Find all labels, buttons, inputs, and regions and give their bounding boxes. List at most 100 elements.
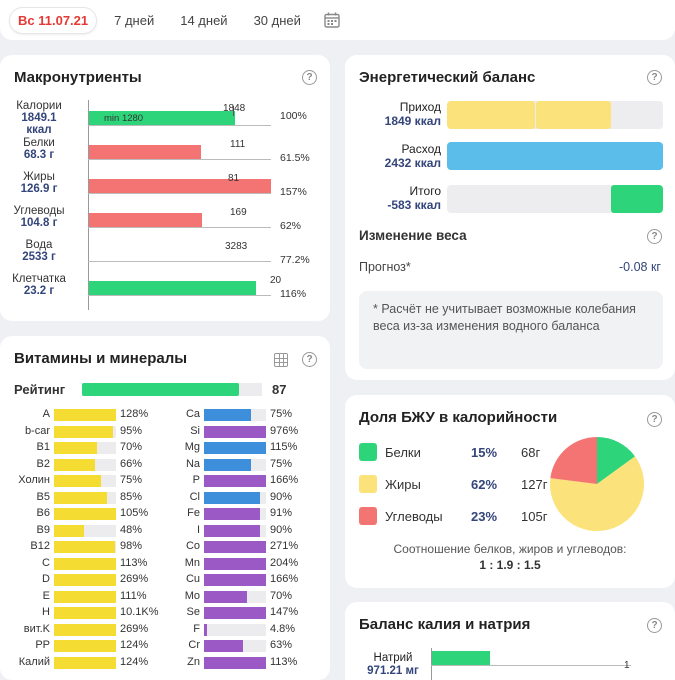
nutrient-percent: 115% [270,441,298,453]
nutrient-track [204,656,266,669]
nutrient-row: вит.K 269% [10,623,160,639]
macro-percent: 100% [280,110,307,122]
nutrient-percent: 10.1K% [120,606,159,618]
nutrient-name: Холин [18,474,50,486]
nutrient-track [204,590,266,603]
nutrient-name: Na [185,457,200,470]
macro-label: Белки 68.3 г [23,137,55,161]
nutrient-row: Se 147% [160,606,310,622]
macro-baseline [88,159,271,160]
nutrient-fill [54,442,97,454]
nutrient-fill [54,425,113,438]
nutrient-row: C 113% [10,557,160,573]
nutrient-row: Mo 70% [160,590,310,606]
help-icon[interactable]: ? [647,412,662,427]
nutrient-fill [54,491,107,504]
nutrient-track [204,475,266,487]
income-bar [447,101,663,129]
nutrient-row: I 90% [160,524,310,540]
ratio-label: Соотношение белков, жиров и углеводов: [393,542,627,556]
nutrient-fill [204,508,260,520]
help-icon[interactable]: ? [302,70,317,85]
nutrient-track [204,607,266,619]
nutrient-name: Mo [184,589,200,602]
nutrient-row: Cr 63% [160,639,310,655]
macro-percent: 116% [280,288,307,300]
help-icon[interactable]: ? [647,229,662,244]
pie-slice-fat [549,456,644,532]
period-14-days[interactable]: 14 дней [180,12,228,28]
nutrient-name: Калий [18,655,50,668]
nutrient-percent: 90% [270,523,293,536]
macro-ref-tick [233,106,234,116]
bju-pct: 23% [471,509,498,524]
nutrient-name: B2 [36,457,50,470]
macro-row: Жиры 126.9 г 81 157% [0,168,330,200]
help-icon[interactable]: ? [302,352,317,367]
nutrient-name: E [42,589,50,602]
nutrient-percent: 166% [270,573,299,585]
nutrient-name: B9 [36,523,50,536]
nutrient-name: Mg [184,441,200,453]
bju-pct: 15% [471,445,498,460]
rating-label: Рейтинг [14,382,66,397]
nutrient-name: Cr [188,639,200,651]
bju-grams: 105г [521,509,548,524]
bju-grams: 127г [521,477,548,492]
macro-ref-value: 169 [230,207,247,218]
nutrient-percent: 113% [270,655,298,668]
nutrient-percent: 269% [120,622,149,635]
nutrient-fill [54,458,95,471]
nutrient-name: Cl [189,490,200,503]
period-today[interactable]: Вс 11.07.21 [10,7,97,33]
nutrient-fill [204,475,266,487]
nutrient-percent: 124% [120,655,149,668]
nutrient-name: I [196,523,200,536]
nutrient-percent: 70% [270,589,293,602]
sodium-label: Натрий 971.21 мг [367,652,419,677]
nutrient-track [54,607,116,619]
period-30-days[interactable]: 30 дней [253,12,301,28]
nutrient-percent: 48% [120,523,143,536]
calculation-note: * Расчёт не учитывает возможные колебани… [359,291,663,369]
total-fill [611,185,663,213]
nutrient-name: Cu [185,573,200,585]
nutrient-name: PP [35,639,50,651]
nutrient-row: B12 98% [10,540,160,556]
sodium-line [431,665,631,666]
macro-baseline [88,125,271,126]
pie-slice-carb [550,437,597,484]
nutrient-track [54,458,116,471]
nutrient-track [204,409,266,421]
nutrient-fill [204,656,266,669]
nutrient-track [54,640,116,652]
nutrient-name: B1 [36,441,50,453]
bju-name: Белки [385,445,421,460]
nutrient-name: B5 [36,490,50,503]
nutrient-percent: 98% [120,540,143,552]
nutrient-fill [54,475,101,487]
macro-row: Белки 68.3 г 111 61.5% [0,134,330,166]
income-fill-2 [536,101,611,129]
help-icon[interactable]: ? [647,70,662,85]
nutrient-track [54,491,116,504]
nutrient-track [54,656,116,669]
bju-name: Жиры [385,477,421,492]
help-icon[interactable]: ? [647,618,662,633]
macro-baseline [88,193,271,194]
potassium-sodium-card: Баланс калия и натрия ? Натрий 971.21 мг… [345,602,675,680]
nutrient-track [54,442,116,454]
nutrient-fill [54,590,116,603]
nutrient-percent: 147% [270,606,299,618]
nutrient-row: Fe 91% [160,507,310,523]
period-7-days[interactable]: 7 дней [114,12,155,28]
nutrient-percent: 111% [120,589,147,602]
nutrient-name: b-car [24,424,50,437]
macro-baseline [88,227,271,228]
table-view-icon[interactable] [274,353,288,367]
legend-swatch [359,475,377,493]
calendar-icon[interactable] [323,11,341,29]
nutrient-percent: 95% [120,424,143,437]
nutrient-track [54,574,116,586]
macro-row: Клетчатка 23.2 г 20 116% [0,270,330,302]
